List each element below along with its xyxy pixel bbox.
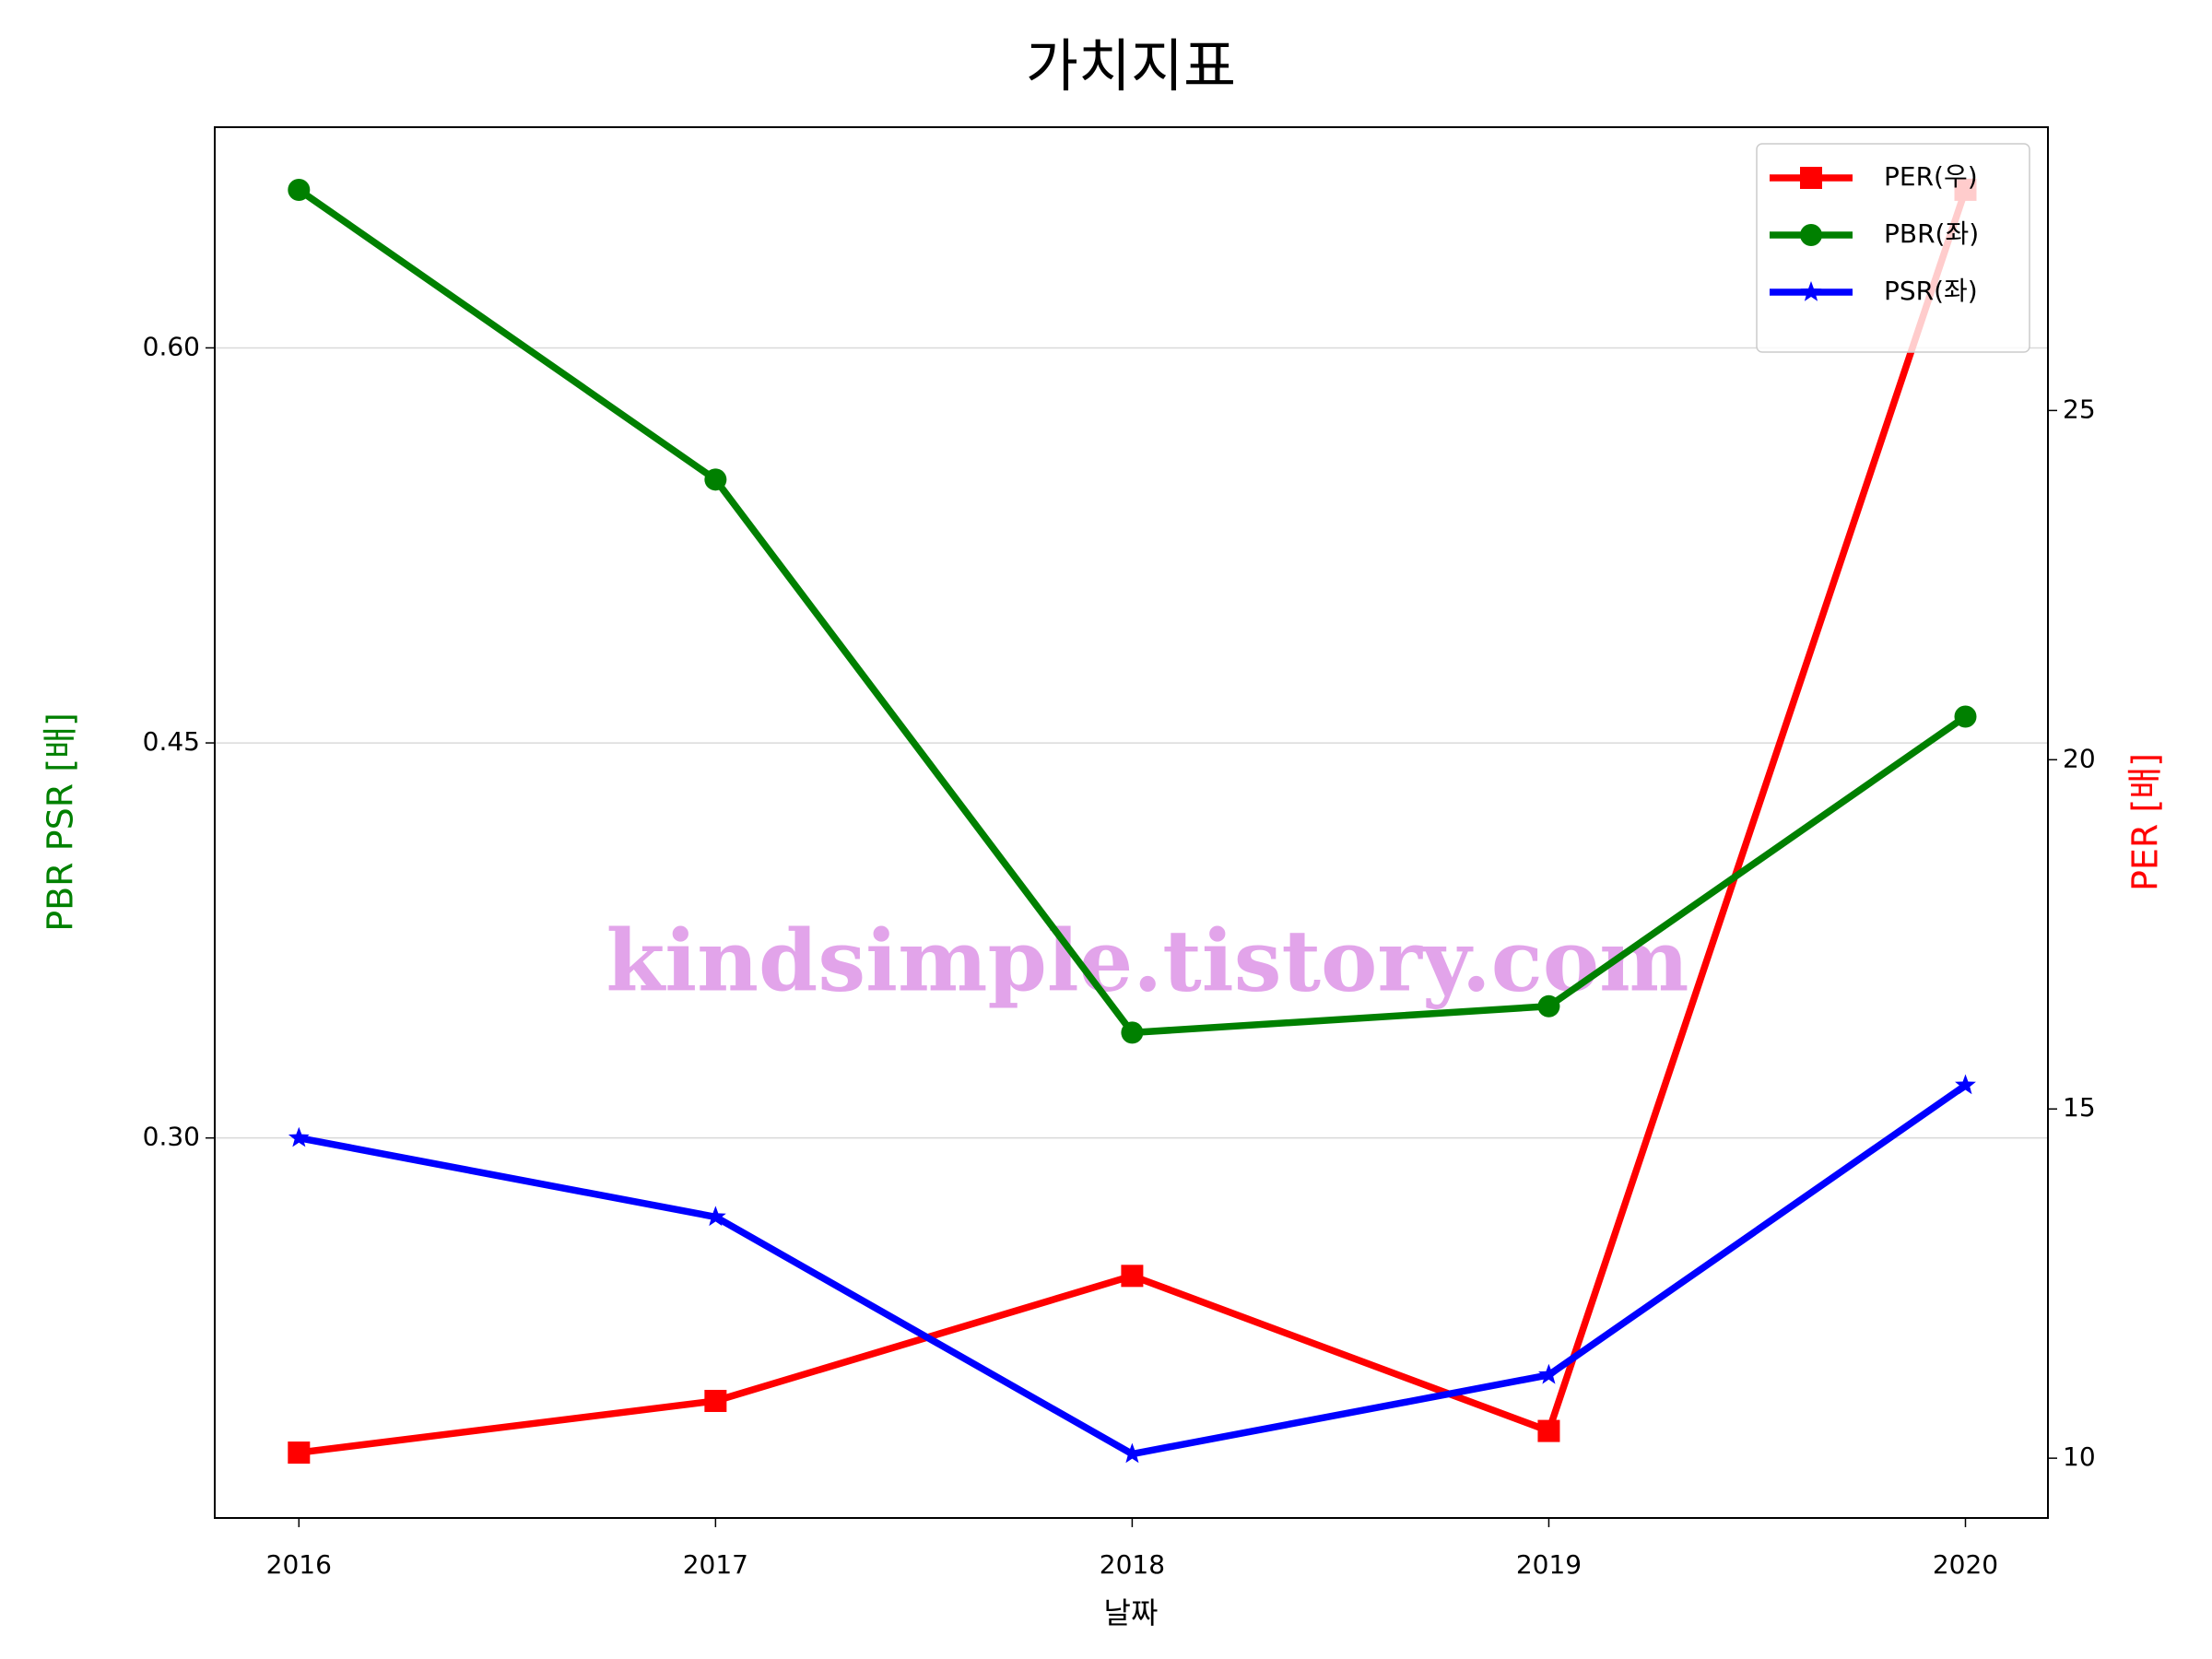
y2-axis-label: PER [배] <box>2125 753 2166 891</box>
x-tick-label: 2020 <box>1933 1549 1998 1580</box>
marker <box>1121 1021 1144 1044</box>
x-axis-label: 날짜 <box>1104 1595 1159 1630</box>
chart-title: 가치지표 <box>1026 32 1236 100</box>
y2-tick-label: 15 <box>2063 1092 2096 1123</box>
y-axis-label: PBR PSR [배] <box>41 712 81 932</box>
x-tick-label: 2017 <box>683 1549 748 1580</box>
legend-label: PER(우) <box>1884 161 1978 192</box>
x-tick-label: 2018 <box>1100 1549 1165 1580</box>
legend: PER(우) PBR(좌) PSR(좌) <box>1756 143 2030 353</box>
marker <box>1537 1419 1560 1442</box>
marker <box>288 1441 311 1465</box>
series <box>288 178 1977 1465</box>
marker <box>1538 1363 1559 1384</box>
marker <box>704 1206 726 1227</box>
marker <box>1955 1074 1976 1095</box>
x-tick-label: 2016 <box>266 1549 332 1580</box>
legend-box <box>1756 143 2030 353</box>
marker <box>1954 705 1977 728</box>
marker <box>288 179 311 202</box>
y-tick-label: 0.45 <box>143 726 200 757</box>
marker <box>704 1389 727 1412</box>
marker <box>1121 1265 1144 1288</box>
y-tick-label: 0.60 <box>143 331 200 361</box>
y2-tick-label: 10 <box>2063 1441 2096 1472</box>
marker <box>1800 281 1822 301</box>
y-tick-label: 0.30 <box>143 1122 200 1152</box>
legend-label: PSR(좌) <box>1884 276 1978 306</box>
y2-tick-label: 25 <box>2063 394 2096 424</box>
x-tick-label: 2019 <box>1516 1549 1582 1580</box>
marker <box>704 468 727 491</box>
plot-frame <box>214 126 2049 1519</box>
marker <box>288 1126 310 1147</box>
watermark: kindsimple.tistory.com <box>606 912 1688 1011</box>
marker <box>1537 994 1560 1018</box>
series <box>288 1074 1976 1464</box>
marker <box>1122 1442 1143 1464</box>
marker <box>1800 224 1822 246</box>
marker <box>1800 167 1822 189</box>
legend-label: PBR(좌) <box>1884 218 1979 249</box>
y2-tick-label: 20 <box>2063 743 2096 773</box>
series <box>288 179 1977 1044</box>
